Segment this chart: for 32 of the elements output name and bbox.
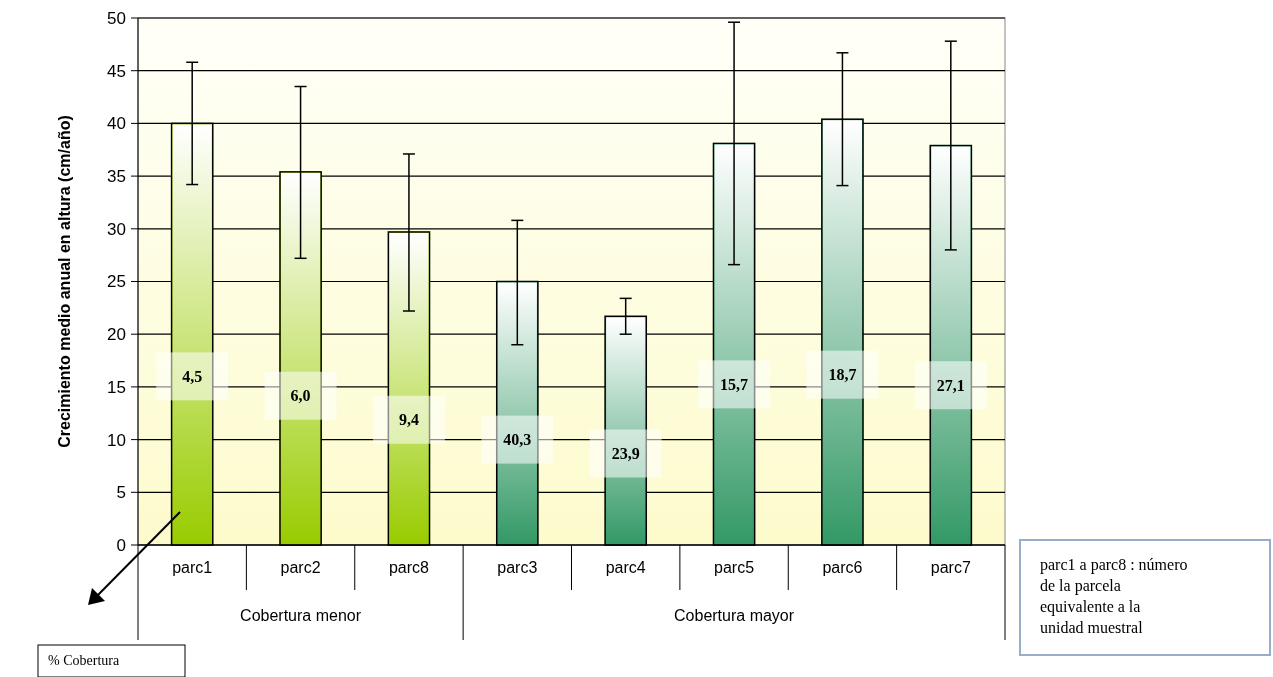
y-tick-label: 10 bbox=[107, 430, 126, 450]
x-tick-label: parc3 bbox=[497, 559, 538, 577]
y-tick-label: 0 bbox=[116, 535, 126, 555]
x-tick-label: parc8 bbox=[388, 559, 430, 577]
y-tick-label: 30 bbox=[107, 219, 126, 239]
y-tick-label: 45 bbox=[107, 61, 126, 81]
text: Cobertura mayor bbox=[674, 606, 795, 624]
y-tick-label: 40 bbox=[107, 114, 126, 134]
y-tick-label: 20 bbox=[107, 325, 126, 345]
y-tick-label: 5 bbox=[116, 483, 126, 503]
x-tick-label: parc1 bbox=[172, 559, 213, 577]
annotation: 9,4 bbox=[398, 411, 419, 429]
y-tick-label: 25 bbox=[107, 272, 126, 292]
x-tick-label: parc5 bbox=[714, 559, 755, 577]
text: Cobertura menor bbox=[240, 606, 362, 624]
annotation: 23,9 bbox=[611, 445, 640, 463]
text: parc1 a parc8 : número de la parcela equivalente a la unidad muestral bbox=[1040, 556, 1188, 636]
y-tick-label: 50 bbox=[107, 8, 126, 28]
text: % Cobertura bbox=[48, 653, 120, 668]
annotation: 6,0 bbox=[290, 387, 311, 405]
x-tick-label: parc6 bbox=[822, 559, 863, 577]
x-tick-label: parc2 bbox=[280, 559, 321, 577]
annotation: 40,3 bbox=[503, 431, 532, 449]
y-axis-title: Crecimiento medio anual en altura (cm/año) bbox=[56, 115, 73, 448]
x-tick-label: parc7 bbox=[930, 559, 971, 577]
annotation: 18,7 bbox=[828, 366, 857, 384]
x-tick-label: parc4 bbox=[605, 559, 646, 577]
annotation: 4,5 bbox=[182, 367, 203, 385]
annotation: 15,7 bbox=[720, 375, 749, 393]
y-tick-label: 35 bbox=[107, 167, 126, 187]
y-tick-label: 15 bbox=[107, 377, 126, 397]
annotation: 27,1 bbox=[936, 376, 965, 394]
